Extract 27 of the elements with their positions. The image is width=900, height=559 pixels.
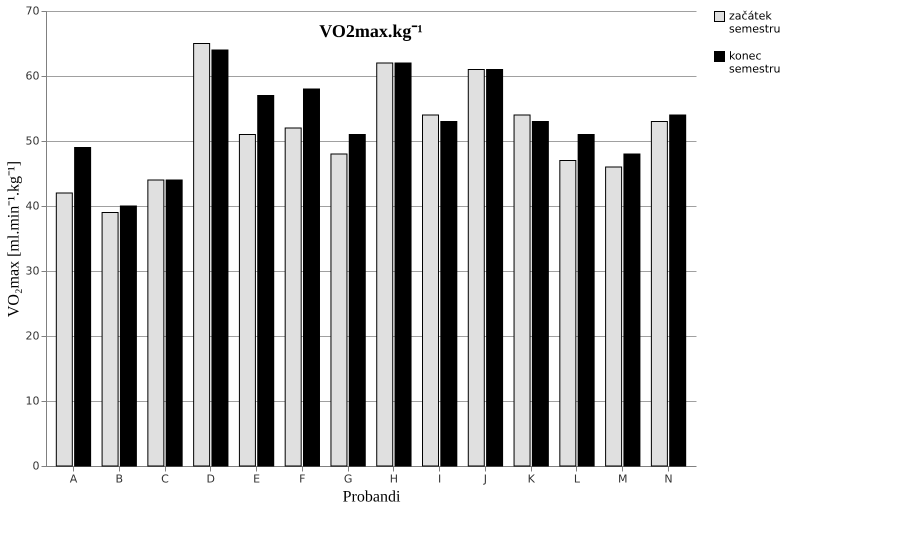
x-tick-label: N bbox=[664, 472, 673, 486]
x-tick-label: E bbox=[253, 472, 260, 486]
y-tick-label: 0 bbox=[32, 460, 40, 472]
y-tick-label: 60 bbox=[26, 70, 40, 82]
x-tick-label: G bbox=[344, 472, 352, 486]
legend-label: začátek semestru bbox=[729, 10, 781, 36]
x-axis-title: Probandi bbox=[342, 488, 401, 506]
x-tick-label: B bbox=[115, 472, 124, 486]
x-tick-label: A bbox=[70, 472, 78, 486]
text: VO2max.kg⁻¹ bbox=[319, 21, 423, 41]
x-tick-label: I bbox=[438, 472, 442, 486]
y-tick-label: 70 bbox=[26, 4, 40, 18]
y-tick-label: 30 bbox=[26, 264, 40, 278]
x-tick-label: M bbox=[618, 472, 628, 486]
y-tick-label: 40 bbox=[26, 200, 40, 212]
x-tick-label: L bbox=[574, 472, 581, 486]
x-tick-label: J bbox=[482, 472, 488, 486]
y-tick-label: 20 bbox=[26, 330, 40, 342]
y-axis-title: VO₂max [ml.min⁻¹.kg⁻¹] bbox=[6, 160, 23, 318]
x-tick-label: K bbox=[528, 472, 536, 486]
x-tick-label: D bbox=[206, 472, 216, 486]
legend-label: konec semestru bbox=[729, 50, 781, 76]
y-tick-label: 50 bbox=[26, 134, 40, 148]
x-tick-label: H bbox=[390, 472, 398, 486]
y-tick-label: 10 bbox=[26, 394, 40, 408]
x-tick-label: F bbox=[299, 472, 306, 486]
x-tick-label: C bbox=[161, 472, 170, 486]
